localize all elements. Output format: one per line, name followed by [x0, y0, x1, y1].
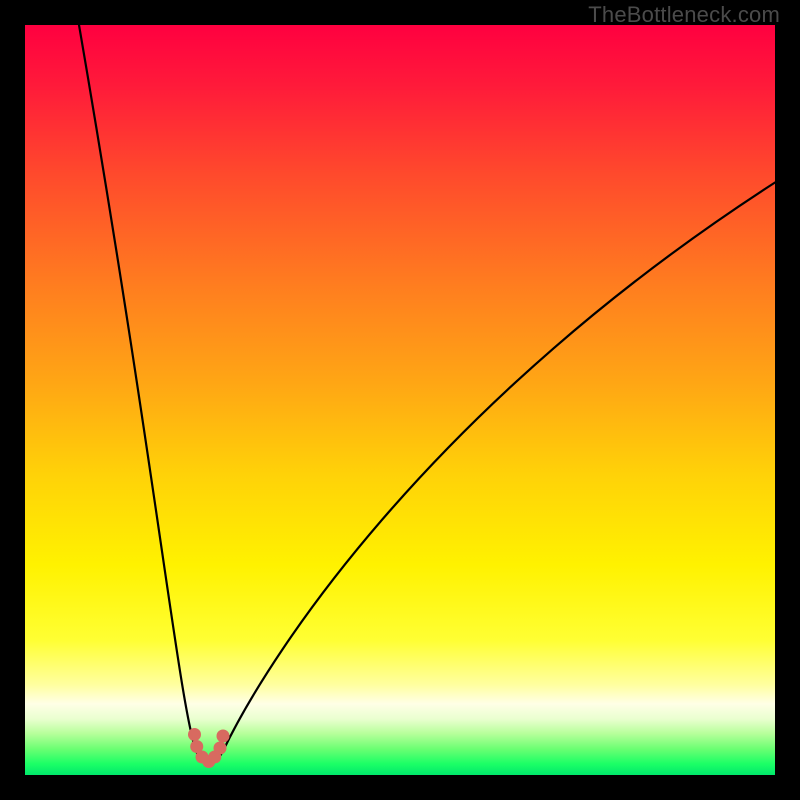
valley-marker	[214, 742, 227, 755]
valley-marker	[217, 730, 230, 743]
curve-path	[79, 25, 775, 763]
valley-marker	[188, 728, 201, 741]
plot-area	[25, 25, 775, 775]
valley-marker-group	[188, 728, 230, 768]
outer-frame: TheBottleneck.com	[0, 0, 800, 800]
watermark-text: TheBottleneck.com	[588, 2, 780, 28]
bottleneck-curve	[25, 25, 775, 775]
